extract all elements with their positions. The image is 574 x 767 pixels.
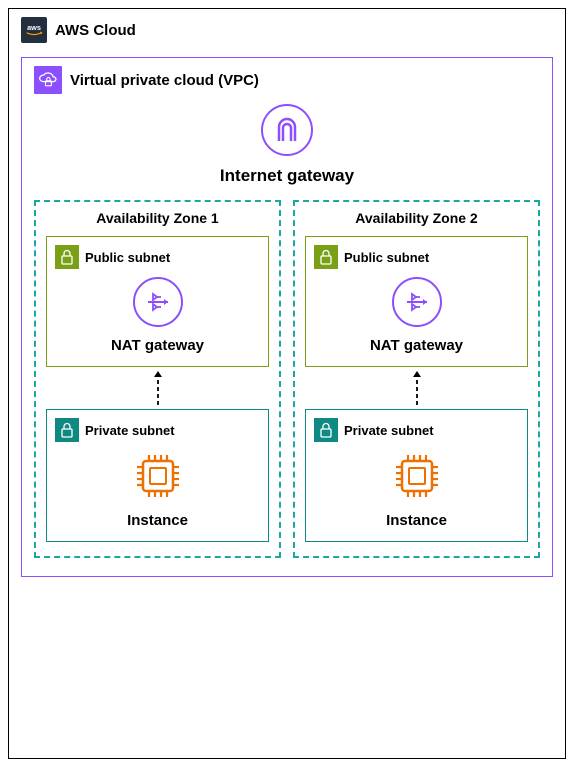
vpc-header: Virtual private cloud (VPC) [34, 66, 540, 94]
lock-icon [55, 418, 79, 442]
az1-public-subnet-label: Public subnet [85, 250, 170, 265]
instance-icon [132, 450, 184, 502]
nat-gateway-icon [133, 277, 183, 327]
vpc-label: Virtual private cloud (VPC) [70, 72, 259, 89]
aws-cloud-header: aws AWS Cloud [21, 17, 553, 43]
az1-public-subnet-header: Public subnet [55, 245, 260, 269]
aws-cloud-label: AWS Cloud [55, 22, 136, 39]
lock-icon [314, 245, 338, 269]
az2-private-subnet: Private subnet Instance [305, 409, 528, 542]
az2-private-subnet-header: Private subnet [314, 418, 519, 442]
az2-instance-label: Instance [314, 512, 519, 529]
availability-zone-2: Availability Zone 2 Public subnet NAT ga… [293, 200, 540, 558]
az2-label: Availability Zone 2 [305, 210, 528, 226]
az1-instance-label: Instance [55, 512, 260, 529]
az1-label: Availability Zone 1 [46, 210, 269, 226]
availability-zones-row: Availability Zone 1 Public subnet NAT ga… [34, 200, 540, 558]
instance-icon [391, 450, 443, 502]
availability-zone-1: Availability Zone 1 Public subnet NAT ga… [34, 200, 281, 558]
az1-private-subnet: Private subnet Instance [46, 409, 269, 542]
az2-arrow [305, 367, 528, 409]
az2-private-subnet-label: Private subnet [344, 423, 434, 438]
az1-public-subnet: Public subnet NAT gateway [46, 236, 269, 367]
lock-icon [314, 418, 338, 442]
az1-nat-gateway-label: NAT gateway [55, 337, 260, 354]
az1-private-subnet-header: Private subnet [55, 418, 260, 442]
az1-arrow [46, 367, 269, 409]
lock-icon [55, 245, 79, 269]
nat-gateway-icon [392, 277, 442, 327]
az1-private-subnet-label: Private subnet [85, 423, 175, 438]
aws-logo-icon: aws [21, 17, 47, 43]
az2-public-subnet-label: Public subnet [344, 250, 429, 265]
internet-gateway-section: Internet gateway [34, 104, 540, 186]
internet-gateway-label: Internet gateway [34, 166, 540, 186]
vpc-icon [34, 66, 62, 94]
az2-nat-gateway-label: NAT gateway [314, 337, 519, 354]
vpc-container: Virtual private cloud (VPC) Internet gat… [21, 57, 553, 577]
internet-gateway-icon [261, 104, 313, 156]
svg-text:aws: aws [27, 23, 41, 32]
az2-public-subnet-header: Public subnet [314, 245, 519, 269]
az2-public-subnet: Public subnet NAT gateway [305, 236, 528, 367]
aws-cloud-container: aws AWS Cloud Virtual private cloud (VPC… [8, 8, 566, 759]
